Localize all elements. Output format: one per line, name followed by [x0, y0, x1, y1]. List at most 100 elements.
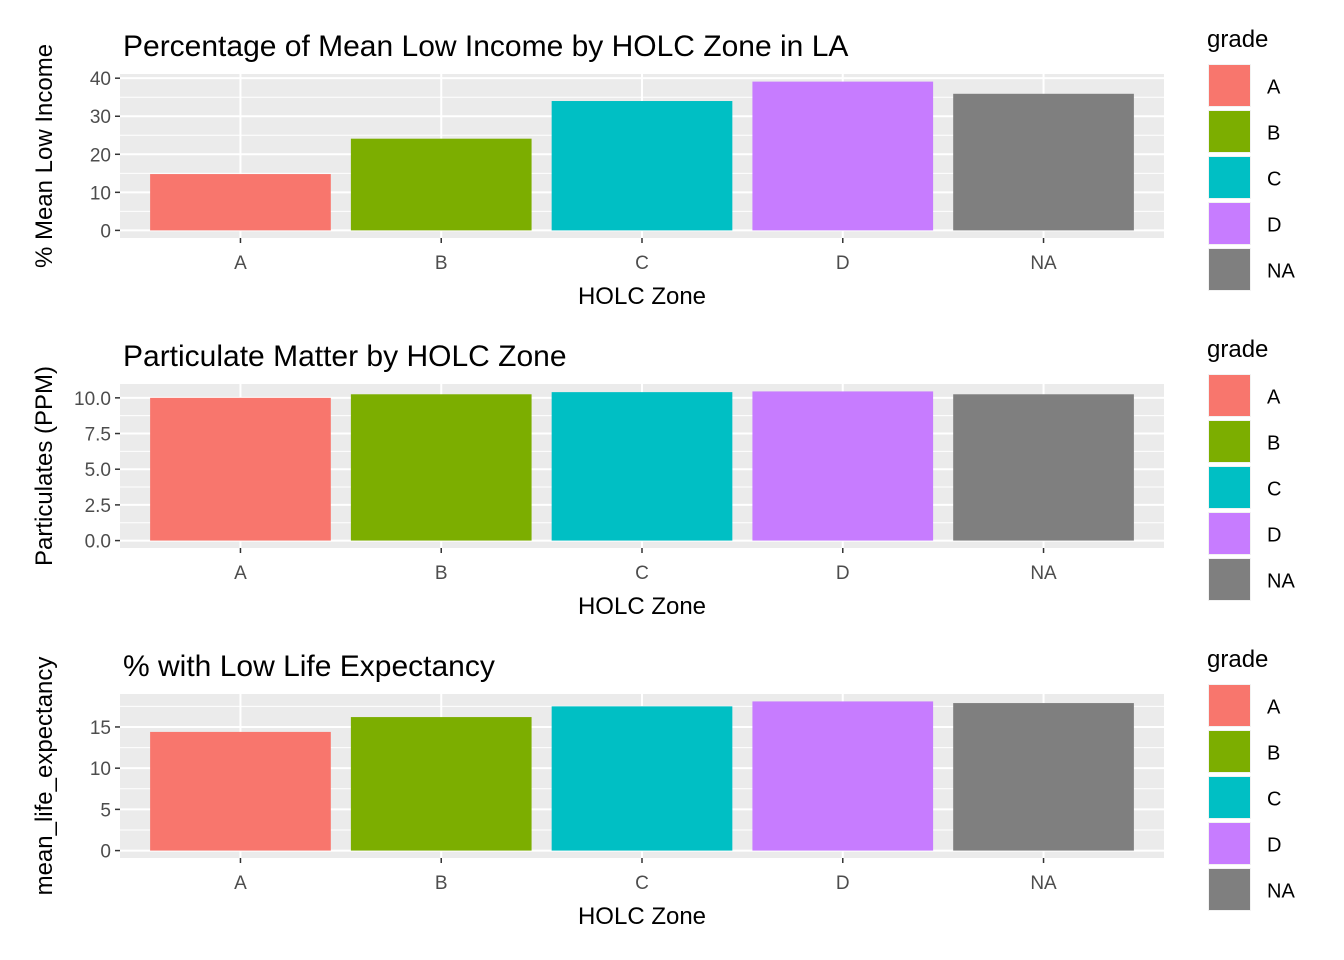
legend-swatch-d: [1209, 513, 1250, 554]
y-tick-label: 10: [90, 759, 111, 780]
x-tick-label: B: [435, 253, 448, 274]
legend-swatch-d: [1209, 823, 1250, 864]
legend-swatch-na: [1209, 559, 1250, 600]
y-tick-label: 30: [90, 107, 111, 128]
chart-1-x-axis: A B C D NA: [234, 548, 1057, 584]
chart-0-legend-title: grade: [1207, 26, 1268, 53]
bar-c: [551, 706, 733, 851]
chart-1-xlabel: HOLC Zone: [578, 593, 706, 620]
y-tick-label: 7.5: [85, 425, 111, 446]
legend-swatch-c: [1209, 157, 1250, 198]
x-tick-label: D: [836, 253, 850, 274]
legend-swatch-a: [1209, 65, 1250, 106]
legend-label: D: [1267, 525, 1281, 547]
chart-2: % with Low Life Expectancy 0 5 10 15 A B C D NA…: [31, 646, 1295, 930]
legend-label: B: [1267, 743, 1280, 765]
chart-2-y-axis: 0 5 10 15: [90, 718, 120, 863]
chart-1-title: Particulate Matter by HOLC Zone: [123, 340, 567, 373]
legend-label: NA: [1267, 881, 1295, 903]
legend-swatch-b: [1209, 111, 1250, 152]
chart-1-ylabel: Particulates (PPM): [31, 366, 58, 566]
y-tick-label: 2.5: [85, 496, 111, 517]
legend-swatch-a: [1209, 375, 1250, 416]
legend-label: C: [1267, 169, 1281, 191]
legend-swatch-na: [1209, 249, 1250, 290]
x-tick-label: D: [836, 563, 850, 584]
legend-label: D: [1267, 215, 1281, 237]
x-tick-label: D: [836, 873, 850, 894]
x-tick-label: C: [635, 563, 649, 584]
bar-a: [150, 731, 331, 851]
chart-0-legend: grade A B C D NA: [1207, 26, 1295, 291]
y-tick-label: 40: [90, 69, 111, 90]
bar-b: [350, 717, 532, 851]
chart-0-ylabel: % Mean Low Income: [31, 44, 58, 268]
bar-na: [953, 93, 1134, 231]
bar-na: [953, 703, 1134, 851]
x-tick-label: B: [435, 873, 448, 894]
x-tick-label: A: [234, 563, 247, 584]
x-tick-label: A: [234, 873, 247, 894]
y-tick-label: 5: [100, 800, 111, 821]
y-tick-label: 10.0: [74, 389, 111, 410]
chart-1-y-axis: 0.0 2.5 5.0 7.5 10.0: [74, 389, 120, 553]
legend-label: NA: [1267, 571, 1295, 593]
legend-swatch-b: [1209, 731, 1250, 772]
legend-label: A: [1267, 697, 1281, 719]
y-tick-label: 0.0: [85, 532, 111, 553]
y-tick-label: 5.0: [85, 460, 111, 481]
bar-d: [752, 391, 934, 541]
chart-2-legend-title: grade: [1207, 646, 1268, 673]
bar-d: [752, 81, 934, 231]
x-tick-label: A: [234, 253, 247, 274]
bar-c: [551, 101, 733, 231]
chart-2-xlabel: HOLC Zone: [578, 903, 706, 930]
legend-swatch-d: [1209, 203, 1250, 244]
bar-b: [350, 138, 532, 231]
bar-d: [752, 701, 934, 851]
legend-swatch-c: [1209, 467, 1250, 508]
x-tick-label: C: [635, 253, 649, 274]
x-tick-label: NA: [1030, 253, 1057, 274]
legend-swatch-c: [1209, 777, 1250, 818]
legend-label: A: [1267, 77, 1281, 99]
chart-0-xlabel: HOLC Zone: [578, 283, 706, 310]
bar-c: [551, 392, 733, 541]
chart-2-x-axis: A B C D NA: [234, 858, 1057, 894]
y-tick-label: 0: [100, 221, 111, 242]
x-tick-label: B: [435, 563, 448, 584]
x-tick-label: C: [635, 873, 649, 894]
chart-0-title: Percentage of Mean Low Income by HOLC Zo…: [123, 30, 848, 63]
chart-0-bars: [150, 81, 1134, 231]
chart-0-x-axis: A B C D NA: [234, 238, 1057, 274]
bar-a: [150, 174, 331, 231]
chart-0-y-axis: 0 10 20 30 40: [90, 69, 120, 242]
y-tick-label: 20: [90, 145, 111, 166]
legend-label: B: [1267, 123, 1280, 145]
legend-label: NA: [1267, 261, 1295, 283]
bar-b: [350, 394, 532, 541]
chart-1-bars: [150, 391, 1134, 541]
x-tick-label: NA: [1030, 563, 1057, 584]
chart-2-bars: [150, 701, 1134, 851]
legend-label: D: [1267, 835, 1281, 857]
legend-label: B: [1267, 433, 1280, 455]
chart-2-legend: grade A B C D NA: [1207, 646, 1295, 911]
y-tick-label: 0: [100, 842, 111, 863]
chart-1-legend-title: grade: [1207, 336, 1268, 363]
chart-1-legend: grade A B C D NA: [1207, 336, 1295, 601]
chart-2-ylabel: mean_life_expectancy: [31, 657, 58, 896]
legend-swatch-a: [1209, 685, 1250, 726]
bar-na: [953, 394, 1134, 541]
legend-label: C: [1267, 479, 1281, 501]
chart-1: Particulate Matter by HOLC Zone 0.0 2.5 5.…: [31, 336, 1295, 620]
chart-2-title: % with Low Life Expectancy: [123, 650, 495, 683]
bar-a: [150, 397, 331, 541]
legend-swatch-na: [1209, 869, 1250, 910]
y-tick-label: 15: [90, 718, 111, 739]
legend-label: C: [1267, 789, 1281, 811]
legend-label: A: [1267, 387, 1281, 409]
y-tick-label: 10: [90, 183, 111, 204]
x-tick-label: NA: [1030, 873, 1057, 894]
